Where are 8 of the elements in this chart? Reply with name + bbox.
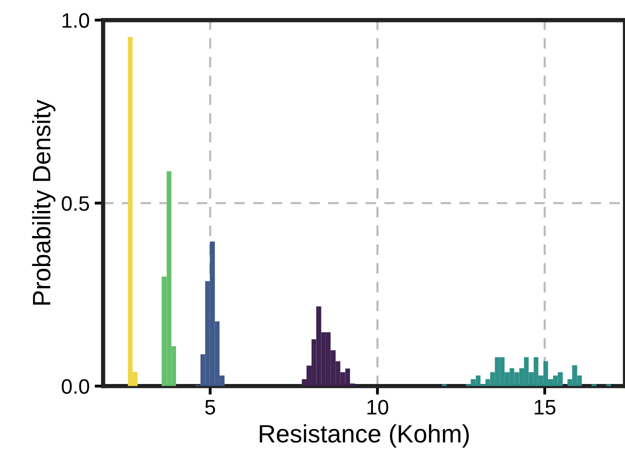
y-tick-label: 0.0 [62, 379, 90, 394]
y-tick-label: 0.5 [62, 196, 90, 211]
x-tick-label: 10 [367, 400, 388, 415]
x-axis-title: Resistance (Kohm) [260, 424, 469, 448]
x-tick-label: 5 [205, 400, 216, 415]
x-tick-label: 15 [534, 400, 556, 415]
y-axis-title: Probability Density [32, 100, 56, 305]
y-tick-label: 1.0 [62, 13, 90, 28]
